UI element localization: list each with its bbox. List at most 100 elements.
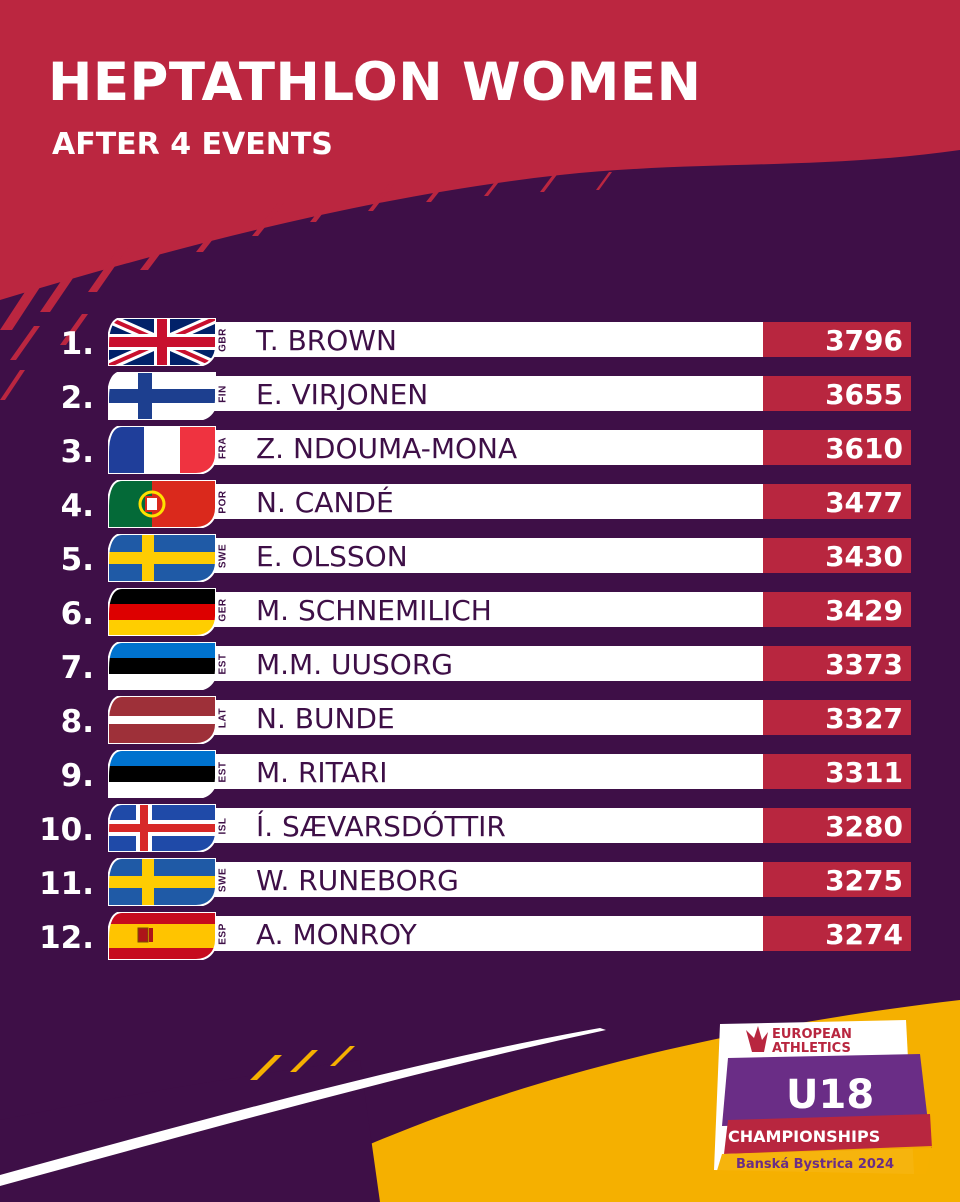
athlete-name: E. VIRJONEN [256, 378, 429, 411]
standing-row: 6. GER M. SCHNEMILICH 3429 [0, 588, 960, 636]
country-code: ESP [217, 922, 229, 945]
logo-event: U18 [786, 1072, 874, 1118]
standing-row: 3. FRA Z. NDOUMA-MONA 3610 [0, 426, 960, 474]
athlete-bar [208, 322, 764, 357]
country-code: LAT [217, 707, 229, 728]
points-value: 3429 [825, 594, 903, 627]
points-value: 3327 [825, 702, 903, 735]
athlete-name: E. OLSSON [256, 540, 408, 573]
points-box: 3327 [763, 700, 911, 735]
rank-number: 7. [60, 650, 94, 686]
athlete-name: W. RUNEBORG [256, 864, 459, 897]
rank-number: 8. [60, 704, 94, 740]
standing-row: 12. ESP A. MONROY 3274 [0, 912, 960, 960]
standing-row: 8. LAT N. BUNDE 3327 [0, 696, 960, 744]
country-code: SWE [217, 543, 229, 568]
gbr-flag-icon [108, 318, 216, 366]
points-value: 3430 [825, 540, 903, 573]
athlete-bar [208, 646, 764, 681]
country-code: GBR [217, 327, 229, 352]
est-flag-icon [108, 750, 216, 798]
points-value: 3311 [825, 756, 903, 789]
athlete-bar [208, 862, 764, 897]
standing-row: 11. SWE W. RUNEBORG 3275 [0, 858, 960, 906]
points-box: 3655 [763, 376, 911, 411]
logo-emblem-icon [746, 1026, 768, 1052]
athlete-bar [208, 538, 764, 573]
rank-number: 11. [39, 866, 94, 902]
points-value: 3274 [825, 918, 903, 951]
country-code: GER [217, 597, 229, 622]
esp-flag-icon [108, 912, 216, 960]
rank-number: 6. [60, 596, 94, 632]
athlete-name: M. RITARI [256, 756, 388, 789]
points-value: 3275 [825, 864, 903, 897]
country-code: POR [217, 489, 229, 514]
por-flag-icon [108, 480, 216, 528]
page-title: HEPTATHLON WOMEN [48, 52, 702, 113]
athlete-bar [208, 430, 764, 465]
country-code: SWE [217, 867, 229, 892]
athlete-bar [208, 376, 764, 411]
points-value: 3610 [825, 432, 903, 465]
rank-number: 5. [60, 542, 94, 578]
rank-number: 12. [39, 920, 94, 956]
points-box: 3275 [763, 862, 911, 897]
points-box: 3477 [763, 484, 911, 519]
athlete-bar [208, 808, 764, 843]
athlete-name: Í. SÆVARSDÓTTIR [256, 810, 506, 843]
country-code: EST [217, 761, 229, 782]
athlete-name: A. MONROY [256, 918, 417, 951]
points-value: 3655 [825, 378, 903, 411]
rank-number: 3. [60, 434, 94, 470]
country-code: ISL [217, 816, 229, 835]
points-value: 3280 [825, 810, 903, 843]
athlete-bar [208, 754, 764, 789]
standing-row: 2. FIN E. VIRJONEN 3655 [0, 372, 960, 420]
points-box: 3430 [763, 538, 911, 573]
points-value: 3373 [825, 648, 903, 681]
athlete-bar [208, 916, 764, 951]
country-code: FRA [217, 436, 229, 459]
isl-flag-icon [108, 804, 216, 852]
swe-flag-icon [108, 858, 216, 906]
standing-row: 10. ISL Í. SÆVARSDÓTTIR 3280 [0, 804, 960, 852]
points-value: 3477 [825, 486, 903, 519]
athlete-name: M.M. UUSORG [256, 648, 453, 681]
athlete-name: T. BROWN [256, 324, 397, 357]
logo-name: CHAMPIONSHIPS [728, 1127, 880, 1146]
rank-number: 2. [60, 380, 94, 416]
athlete-bar [208, 700, 764, 735]
championship-logo: EUROPEAN ATHLETICS U18 CHAMPIONSHIPS Ban… [714, 1020, 932, 1174]
logo-location: Banská Bystrica 2024 [736, 1157, 894, 1172]
points-box: 3429 [763, 592, 911, 627]
points-box: 3274 [763, 916, 911, 951]
points-box: 3280 [763, 808, 911, 843]
athlete-bar [208, 592, 764, 627]
standing-row: 1. GBR T. BROWN 3796 [0, 318, 960, 366]
athlete-name: Z. NDOUMA-MONA [256, 432, 518, 465]
ger-flag-icon [108, 588, 216, 636]
rank-number: 4. [60, 488, 94, 524]
swe-flag-icon [108, 534, 216, 582]
athlete-name: M. SCHNEMILICH [256, 594, 492, 627]
lat-flag-icon [108, 696, 216, 744]
logo-line2: ATHLETICS [772, 1041, 851, 1056]
points-box: 3311 [763, 754, 911, 789]
standing-row: 4. POR N. CANDÉ 3477 [0, 480, 960, 528]
logo-line1: EUROPEAN [772, 1027, 852, 1042]
points-box: 3373 [763, 646, 911, 681]
points-box: 3610 [763, 430, 911, 465]
fra-flag-icon [108, 426, 216, 474]
rank-number: 9. [60, 758, 94, 794]
standing-row: 7. EST M.M. UUSORG 3373 [0, 642, 960, 690]
country-code: EST [217, 653, 229, 674]
fin-flag-icon [108, 372, 216, 420]
athlete-bar [208, 484, 764, 519]
rank-number: 1. [60, 326, 94, 362]
athlete-name: N. BUNDE [256, 702, 395, 735]
standing-row: 5. SWE E. OLSSON 3430 [0, 534, 960, 582]
page-subtitle: AFTER 4 EVENTS [52, 127, 333, 162]
rank-number: 10. [39, 812, 94, 848]
